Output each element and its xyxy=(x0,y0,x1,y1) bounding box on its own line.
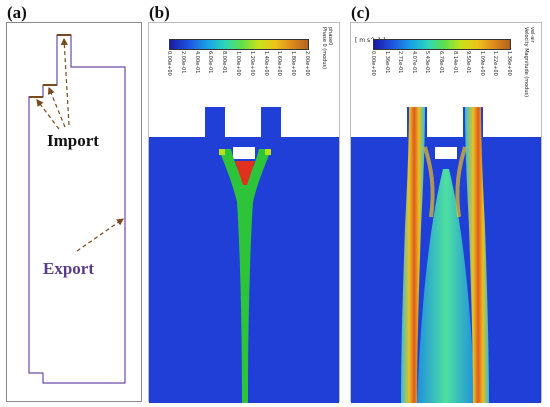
panel-c-label: (c) xyxy=(351,3,370,22)
colorbar-tick-label: 1.22e+00 xyxy=(492,51,499,76)
export-arrow xyxy=(76,218,124,252)
colorbar-tick-label: 2.71e-01 xyxy=(397,51,404,74)
geometry-sketch xyxy=(28,34,126,384)
colorbar-tick-label: 1.36e+00 xyxy=(506,51,512,76)
velocity-stream-left xyxy=(401,107,425,403)
colorbar-tick-label: 1.36e-01 xyxy=(383,51,390,74)
colorbar-tick-label: 8.14e-01 xyxy=(451,51,458,74)
import-arrow-3 xyxy=(36,99,60,130)
phase-jet xyxy=(219,149,271,403)
colorbar-tick-label: 9.50e-01 xyxy=(465,51,472,74)
panel-a-frame: Import Export xyxy=(6,22,142,402)
panel-b-frame: 0.00e+00 2.00e-01 4.00e-01 6.00e-01 8.00e-01… xyxy=(148,22,340,403)
colorbar-tick-label: 1.80e+00 xyxy=(290,51,297,76)
colorbar-tick-label: 2.00e-01 xyxy=(179,51,186,74)
colorbar-tick-label: 4.00e-01 xyxy=(193,51,200,74)
colorbar-tick-label: 0.00e+00 xyxy=(166,51,172,76)
velocity-legend-title: vel-air xyxy=(529,27,535,43)
colorbar-tick-label: 2.00e+00 xyxy=(304,51,310,76)
velocity-legend-subtitle: Velocity Magnitude (modus) xyxy=(523,27,529,98)
colorbar-tick-label: 1.40e+00 xyxy=(262,51,269,76)
colorbar-tick-label: 1.60e+00 xyxy=(276,51,283,76)
panel-b-label: (b) xyxy=(149,3,170,22)
import-arrow-1 xyxy=(60,37,70,126)
velocity-unit: [ m s^-1 ] xyxy=(355,37,386,44)
velocity-field-plot xyxy=(351,107,541,403)
phase-legend-title: phase0 xyxy=(327,27,333,46)
import-arrow-2 xyxy=(47,86,66,128)
colorbar-tick-label: 1.20e+00 xyxy=(248,51,255,76)
phase-field-plot xyxy=(149,107,339,403)
velocity-stream-right xyxy=(465,107,489,403)
colorbar-tick-label: 5.43e-01 xyxy=(424,51,431,74)
colorbar-tick-label: 6.00e-01 xyxy=(207,51,214,74)
panel-a-label: (a) xyxy=(7,3,27,22)
domain-outline xyxy=(28,34,126,384)
colorbar-tick-label: 6.78e-01 xyxy=(438,51,444,74)
export-label: Export xyxy=(43,259,94,278)
velocity-colorbar xyxy=(373,39,511,50)
phase-legend-subtitle: Phase 0 (modus) xyxy=(321,27,327,70)
panel-c-frame: [ m s^-1 ] 0.00e+00 1.36e-01 2.71e-01 4.07e… xyxy=(350,22,542,403)
phase-core xyxy=(235,161,255,185)
colorbar-tick-label: 0.00e+00 xyxy=(370,51,376,76)
import-label: Import xyxy=(47,131,99,150)
phase-colorbar xyxy=(169,39,309,50)
colorbar-tick-label: 8.00e-01 xyxy=(221,51,228,74)
colorbar-tick-label: 1.09e+00 xyxy=(478,51,485,76)
colorbar-tick-label: 1.00e+00 xyxy=(235,51,241,76)
colorbar-tick-label: 4.07e-01 xyxy=(410,51,417,74)
